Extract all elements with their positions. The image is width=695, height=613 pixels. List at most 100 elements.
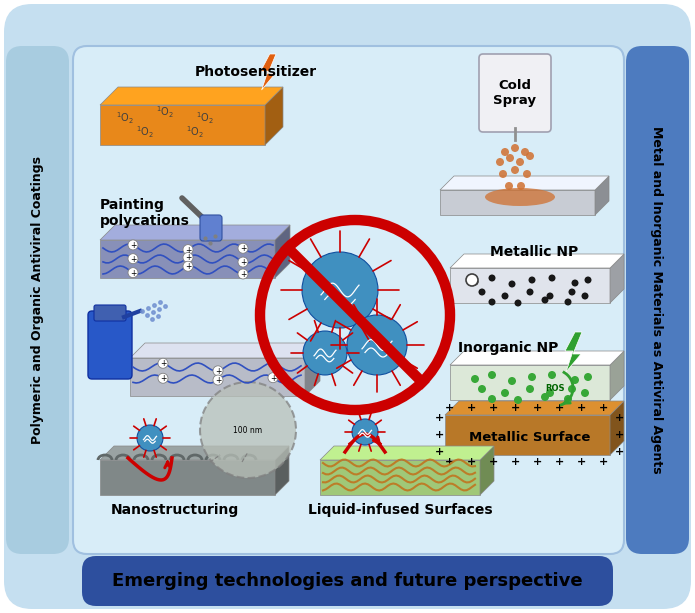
FancyBboxPatch shape: [82, 556, 613, 606]
Circle shape: [478, 289, 486, 295]
Text: +: +: [130, 254, 136, 264]
Circle shape: [466, 274, 478, 286]
Text: +: +: [599, 457, 609, 467]
Text: 100 nm: 100 nm: [234, 425, 263, 435]
Circle shape: [158, 373, 168, 383]
Text: +: +: [533, 457, 543, 467]
Text: +: +: [240, 244, 246, 253]
Circle shape: [499, 170, 507, 178]
Text: Painting
polycations: Painting polycations: [100, 198, 190, 228]
FancyBboxPatch shape: [626, 46, 689, 554]
Circle shape: [200, 382, 296, 478]
Text: +: +: [467, 457, 477, 467]
Polygon shape: [265, 87, 283, 145]
Polygon shape: [320, 460, 480, 495]
Circle shape: [213, 375, 223, 385]
Polygon shape: [610, 254, 624, 303]
Text: +: +: [489, 457, 498, 467]
Text: $^1$O$_2$: $^1$O$_2$: [156, 104, 174, 120]
Circle shape: [213, 366, 223, 376]
FancyBboxPatch shape: [94, 305, 126, 321]
Text: Liquid-infused Surfaces: Liquid-infused Surfaces: [308, 503, 492, 517]
Polygon shape: [100, 105, 265, 145]
Text: +: +: [215, 367, 221, 376]
Text: Metallic Surface: Metallic Surface: [469, 430, 591, 443]
Text: +: +: [240, 258, 246, 267]
Circle shape: [238, 269, 248, 279]
Circle shape: [584, 276, 591, 283]
Polygon shape: [565, 332, 582, 372]
Circle shape: [582, 292, 589, 300]
Text: Nanostructuring: Nanostructuring: [111, 503, 239, 517]
Circle shape: [347, 315, 407, 375]
Ellipse shape: [485, 188, 555, 206]
FancyBboxPatch shape: [73, 46, 624, 554]
Text: +: +: [615, 430, 625, 440]
Text: $^1$O$_2$: $^1$O$_2$: [136, 124, 154, 140]
Circle shape: [526, 385, 534, 393]
Circle shape: [521, 148, 529, 156]
Text: Metal and Inorganic Materials as Antiviral Agents: Metal and Inorganic Materials as Antivir…: [651, 126, 664, 474]
Circle shape: [137, 425, 163, 451]
Text: +: +: [130, 241, 136, 250]
Text: $^1$O$_2$: $^1$O$_2$: [186, 124, 204, 140]
Circle shape: [183, 261, 193, 272]
Text: +: +: [435, 447, 445, 457]
Circle shape: [526, 152, 534, 160]
Polygon shape: [261, 54, 276, 90]
Circle shape: [516, 158, 524, 166]
FancyBboxPatch shape: [200, 215, 222, 241]
Polygon shape: [480, 446, 494, 495]
Circle shape: [238, 243, 248, 253]
Text: +: +: [130, 268, 136, 278]
Circle shape: [128, 268, 138, 278]
Circle shape: [268, 373, 278, 383]
Circle shape: [502, 292, 509, 300]
Circle shape: [571, 280, 578, 286]
Polygon shape: [100, 460, 275, 495]
Text: Metallic NP: Metallic NP: [490, 245, 578, 259]
Circle shape: [528, 373, 536, 381]
Circle shape: [509, 281, 516, 287]
Circle shape: [569, 289, 575, 295]
Polygon shape: [450, 254, 624, 268]
Circle shape: [508, 377, 516, 385]
Text: Polymeric and Organic Antiviral Coatings: Polymeric and Organic Antiviral Coatings: [31, 156, 44, 444]
Text: +: +: [185, 246, 191, 254]
Text: +: +: [185, 253, 191, 262]
Text: +: +: [435, 430, 445, 440]
Circle shape: [571, 376, 579, 384]
Polygon shape: [610, 401, 624, 455]
Text: +: +: [578, 403, 587, 413]
Text: +: +: [555, 457, 564, 467]
Text: +: +: [555, 403, 564, 413]
Circle shape: [501, 389, 509, 397]
Polygon shape: [275, 446, 289, 495]
Text: Emerging technologies and future perspective: Emerging technologies and future perspec…: [112, 572, 582, 590]
Text: +: +: [160, 359, 166, 368]
Text: +: +: [467, 403, 477, 413]
Text: +: +: [435, 413, 445, 423]
Text: +: +: [615, 413, 625, 423]
Circle shape: [527, 289, 534, 295]
Polygon shape: [320, 446, 494, 460]
Circle shape: [501, 148, 509, 156]
Text: Inorganic NP: Inorganic NP: [458, 341, 558, 355]
Circle shape: [523, 170, 531, 178]
Text: +: +: [240, 270, 246, 279]
Circle shape: [548, 371, 556, 379]
Circle shape: [303, 331, 347, 375]
Circle shape: [496, 158, 504, 166]
Circle shape: [471, 278, 478, 286]
Text: +: +: [270, 374, 276, 383]
Circle shape: [158, 358, 168, 368]
Polygon shape: [610, 351, 624, 400]
Circle shape: [352, 419, 378, 445]
Polygon shape: [445, 401, 624, 415]
Circle shape: [546, 292, 553, 300]
Polygon shape: [100, 87, 283, 105]
Text: Cold
Spray: Cold Spray: [493, 79, 537, 107]
Polygon shape: [450, 268, 610, 303]
Text: +: +: [270, 359, 276, 368]
Circle shape: [506, 154, 514, 162]
